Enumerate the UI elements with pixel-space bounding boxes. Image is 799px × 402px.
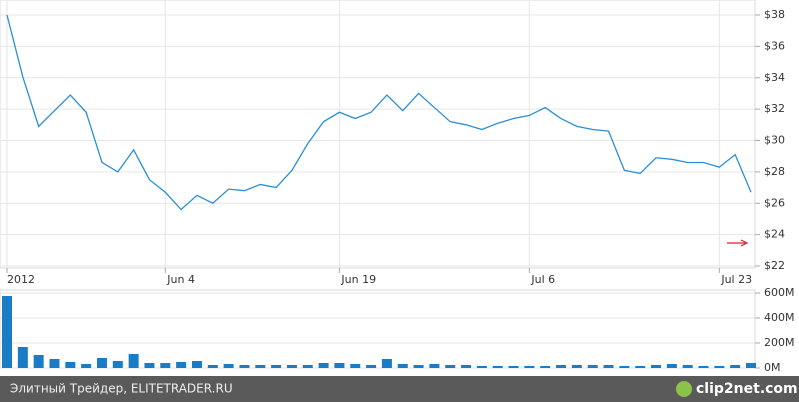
y-tick-label: $28 bbox=[764, 165, 785, 178]
volume-bar bbox=[366, 365, 377, 368]
price-line bbox=[6, 14, 752, 211]
volume-bar bbox=[255, 365, 266, 368]
volume-bar bbox=[397, 364, 408, 368]
footer-source: Элитный Трейдер, ELITETRADER.RU bbox=[10, 382, 233, 396]
volume-bar bbox=[730, 365, 741, 368]
volume-bar bbox=[128, 354, 139, 368]
y-tick-label: 0M bbox=[764, 361, 781, 374]
y-tick-label: 200M bbox=[764, 336, 795, 349]
price-marker bbox=[727, 239, 749, 247]
volume-bar bbox=[651, 365, 662, 368]
volume-bar bbox=[350, 364, 361, 368]
volume-bar bbox=[49, 359, 60, 368]
volume-bar bbox=[746, 363, 756, 368]
volume-bar bbox=[271, 365, 282, 368]
volume-bar bbox=[635, 366, 646, 368]
y-tick-label: $32 bbox=[764, 102, 785, 115]
volume-bar bbox=[524, 366, 535, 368]
price-plot bbox=[0, 0, 756, 269]
volume-bar bbox=[239, 365, 250, 368]
volume-bar bbox=[714, 366, 725, 368]
volume-bar bbox=[286, 365, 297, 368]
volume-bar bbox=[445, 365, 456, 368]
x-tick-label: Jul 23 bbox=[720, 273, 752, 286]
volume-bar bbox=[176, 362, 187, 368]
volume-bar bbox=[429, 364, 440, 368]
volume-bar bbox=[476, 366, 487, 368]
volume-bar bbox=[413, 365, 424, 368]
volume-bar bbox=[556, 365, 567, 368]
x-tick-label: 2012 bbox=[7, 273, 35, 286]
y-tick-label: $22 bbox=[764, 259, 785, 272]
volume-bar bbox=[666, 364, 677, 368]
volume-bar bbox=[112, 361, 123, 368]
volume-bar bbox=[540, 366, 551, 368]
volume-bar bbox=[2, 296, 12, 368]
volume-bar bbox=[461, 365, 472, 368]
volume-bar bbox=[571, 365, 582, 368]
volume-bar bbox=[33, 355, 44, 368]
volume-bar bbox=[191, 361, 202, 368]
y-tick-label: $30 bbox=[764, 134, 785, 147]
volume-bar bbox=[492, 366, 503, 368]
x-tick-label: Jul 6 bbox=[530, 273, 555, 286]
volume-bar bbox=[81, 364, 92, 368]
y-tick-label: $34 bbox=[764, 71, 785, 84]
volume-bar bbox=[144, 363, 155, 368]
x-tick-label: Jun 4 bbox=[166, 273, 195, 286]
volume-bar bbox=[318, 363, 329, 368]
volume-bar bbox=[65, 362, 76, 368]
volume-plot bbox=[0, 289, 756, 369]
logo-icon bbox=[676, 381, 692, 397]
volume-bar bbox=[223, 364, 234, 368]
x-tick-label: Jun 19 bbox=[340, 273, 376, 286]
y-tick-label: $38 bbox=[764, 8, 785, 21]
volume-bar bbox=[160, 363, 171, 368]
volume-bar bbox=[302, 365, 313, 368]
volume-bar bbox=[207, 365, 218, 368]
y-tick-label: $24 bbox=[764, 228, 785, 241]
y-tick-label: 600M bbox=[764, 286, 795, 299]
volume-bar bbox=[698, 366, 709, 368]
volume-bar bbox=[96, 358, 107, 368]
footer-logo: clip2net.com bbox=[696, 381, 798, 397]
volume-bar bbox=[508, 366, 519, 368]
volume-bar bbox=[381, 359, 392, 368]
volume-bar bbox=[587, 365, 598, 368]
footer-bar bbox=[0, 376, 799, 402]
volume-bar bbox=[334, 363, 345, 368]
volume-bar bbox=[619, 366, 630, 368]
y-tick-label: 400M bbox=[764, 311, 795, 324]
volume-bar bbox=[603, 365, 614, 368]
volume-bar bbox=[682, 365, 693, 368]
y-tick-label: $36 bbox=[764, 39, 785, 52]
y-tick-label: $26 bbox=[764, 196, 785, 209]
volume-bar bbox=[17, 347, 28, 368]
